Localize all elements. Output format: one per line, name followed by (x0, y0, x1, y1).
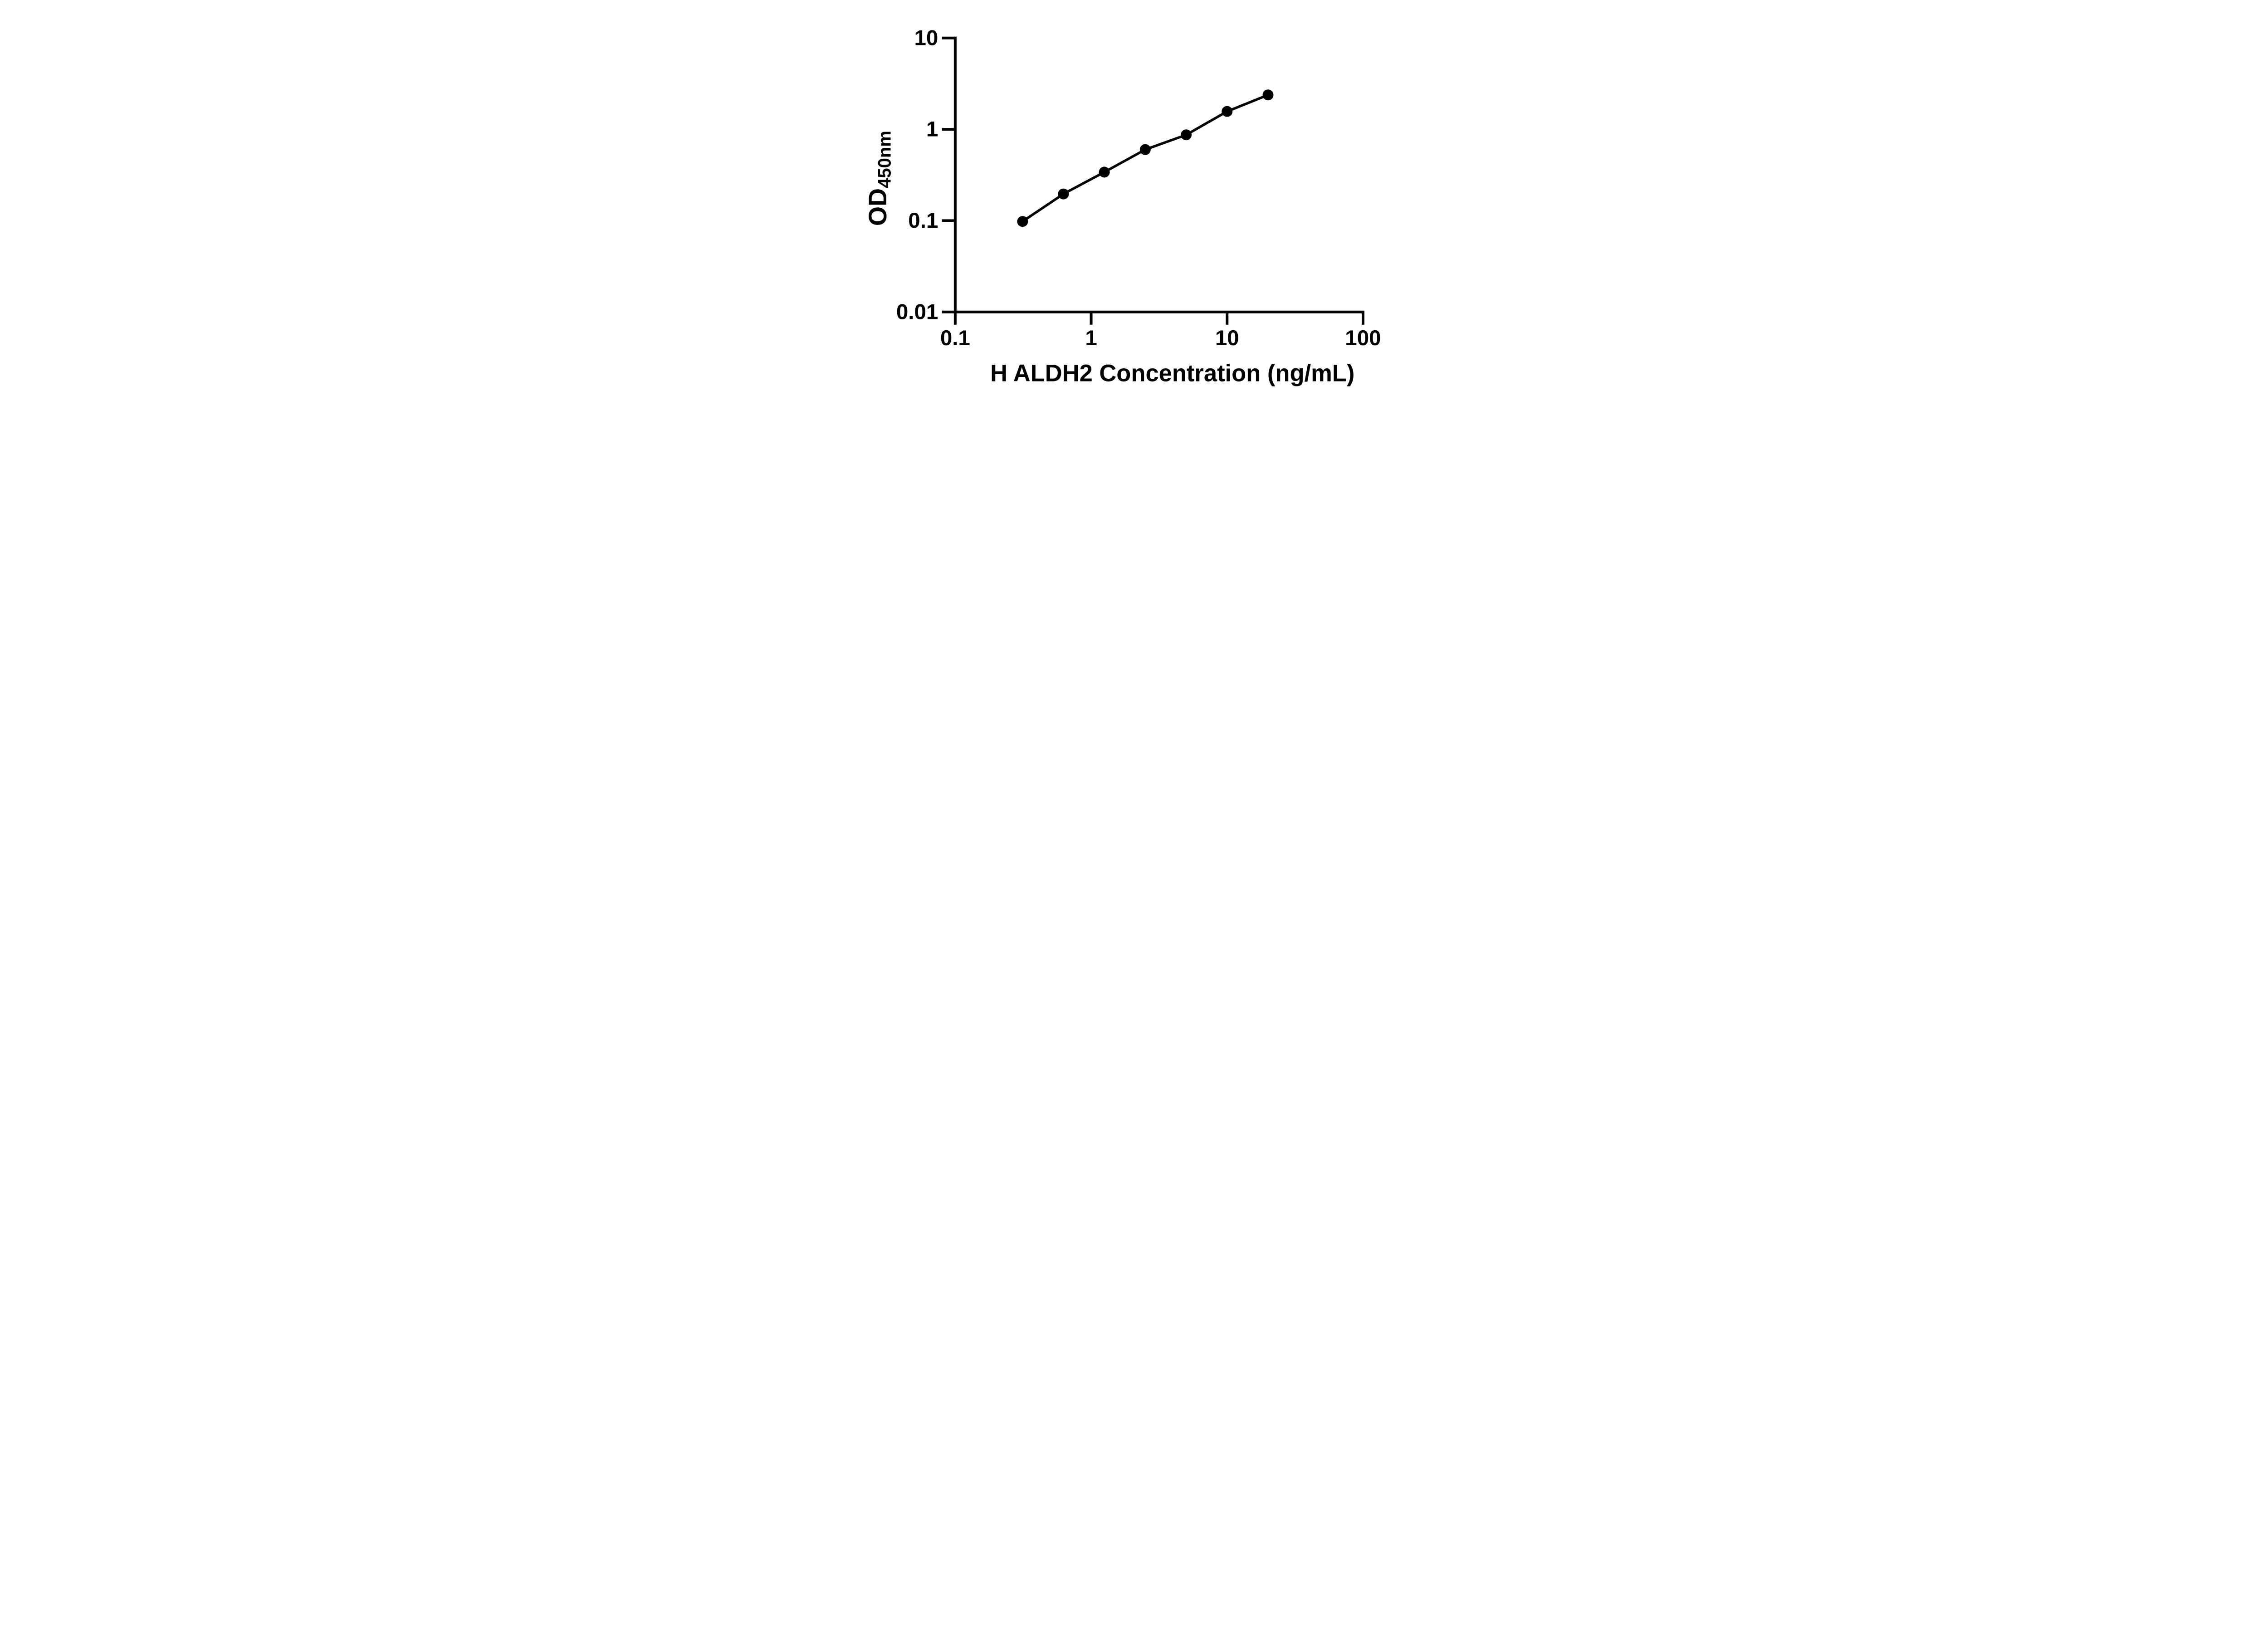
data-point-marker (1181, 129, 1192, 141)
x-axis-tick-label: 10 (1215, 326, 1239, 350)
axis-lines (953, 36, 1364, 313)
x-axis-tick-label: 100 (1345, 326, 1381, 350)
x-axis-title: H ALDH2 Concentration (ng/mL) (990, 360, 1354, 386)
data-series (1017, 89, 1274, 227)
y-axis-tick-label: 1 (926, 117, 938, 142)
data-point-marker (1139, 144, 1151, 155)
x-axis-tick-label: 1 (1085, 326, 1097, 350)
x-axis-ticks (953, 312, 1364, 325)
data-point-marker (1099, 166, 1110, 178)
y-axis-tick-label: 0.01 (896, 300, 938, 324)
data-point-marker (1058, 188, 1069, 200)
x-axis-tick-labels: 0.1 1 10 100 (940, 326, 1381, 350)
y-axis-tick-label: 0.1 (908, 209, 938, 233)
data-point-marker (1017, 216, 1028, 227)
y-axis-tick-labels: 10 1 0.1 0.01 (896, 26, 938, 324)
x-axis-tick-label: 0.1 (940, 326, 970, 350)
y-axis-title-main: OD (864, 188, 892, 226)
data-point-marker (1262, 89, 1274, 101)
y-axis-title-subscript: 450nm (875, 131, 895, 188)
y-axis-title: OD450nm (864, 131, 895, 226)
standard-curve-figure: 10 1 0.1 0.01 0.1 1 10 100 H ALDH2 Concentrati… (842, 0, 1426, 409)
data-point-marker (1222, 106, 1233, 117)
y-axis-tick-label: 10 (914, 26, 938, 50)
y-axis-ticks (942, 36, 955, 313)
